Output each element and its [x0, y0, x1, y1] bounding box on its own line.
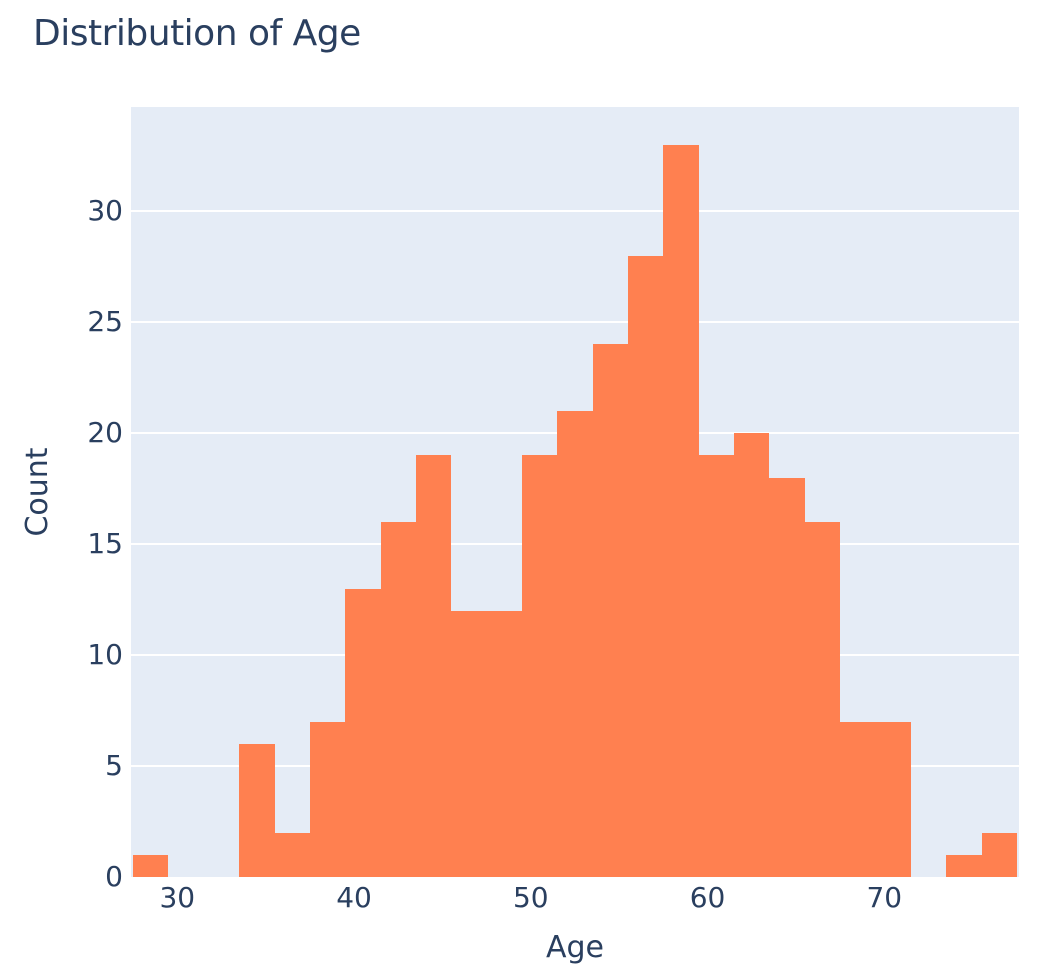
histogram-bar-47.5-49.5[interactable] — [487, 611, 522, 877]
x-tick-label-30: 30 — [159, 881, 196, 914]
histogram-bar-27.5-29.5[interactable] — [133, 855, 168, 877]
histogram-bar-53.5-55.5[interactable] — [593, 344, 628, 877]
histogram-bar-35.5-37.5[interactable] — [275, 833, 310, 877]
histogram-bar-37.5-39.5[interactable] — [310, 722, 345, 877]
histogram-bar-63.5-65.5[interactable] — [769, 478, 805, 877]
x-axis-title: Age — [545, 930, 605, 965]
histogram-bar-39.5-41.5[interactable] — [345, 589, 381, 877]
histogram-bar-57.5-59.5[interactable] — [663, 145, 699, 877]
histogram-bar-67.5-69.5[interactable] — [840, 722, 875, 877]
y-axis-title: Count — [20, 447, 55, 537]
x-tick-label-40: 40 — [336, 881, 372, 914]
y-tick-label-20: 20 — [87, 416, 123, 450]
histogram-bar-55.5-57.5[interactable] — [628, 256, 663, 877]
x-tick-label-70: 70 — [866, 881, 903, 914]
y-tick-label-5: 5 — [105, 749, 123, 783]
gridline-y-30 — [131, 210, 1019, 212]
y-tick-label-10: 10 — [87, 638, 123, 672]
histogram-bar-45.5-47.5[interactable] — [451, 611, 487, 877]
histogram-bar-73.5-75.5[interactable] — [946, 855, 982, 877]
histogram-bar-69.5-71.5[interactable] — [875, 722, 911, 877]
histogram-bar-33.5-35.5[interactable] — [239, 744, 275, 877]
x-tick-label-60: 60 — [689, 881, 726, 914]
gridline-y-25 — [131, 321, 1019, 323]
y-tick-label-0: 0 — [105, 860, 123, 893]
chart-title: Distribution of Age — [33, 13, 361, 54]
histogram-bar-43.5-45.5[interactable] — [416, 455, 451, 877]
histogram-bar-41.5-43.5[interactable] — [381, 522, 416, 877]
histogram-bar-51.5-53.5[interactable] — [557, 411, 593, 877]
histogram-bar-61.5-63.5[interactable] — [734, 433, 769, 877]
plot-area[interactable] — [131, 107, 1019, 877]
histogram-bar-65.5-67.5[interactable] — [805, 522, 840, 877]
histogram-bar-49.5-51.5[interactable] — [522, 455, 557, 877]
y-tick-label-30: 30 — [87, 194, 123, 228]
y-tick-label-25: 25 — [87, 305, 123, 339]
x-tick-label-50: 50 — [512, 881, 549, 914]
y-tick-label-15: 15 — [87, 527, 123, 561]
histogram-bar-75.5-77.5[interactable] — [982, 833, 1017, 877]
histogram-bar-59.5-61.5[interactable] — [699, 455, 734, 877]
